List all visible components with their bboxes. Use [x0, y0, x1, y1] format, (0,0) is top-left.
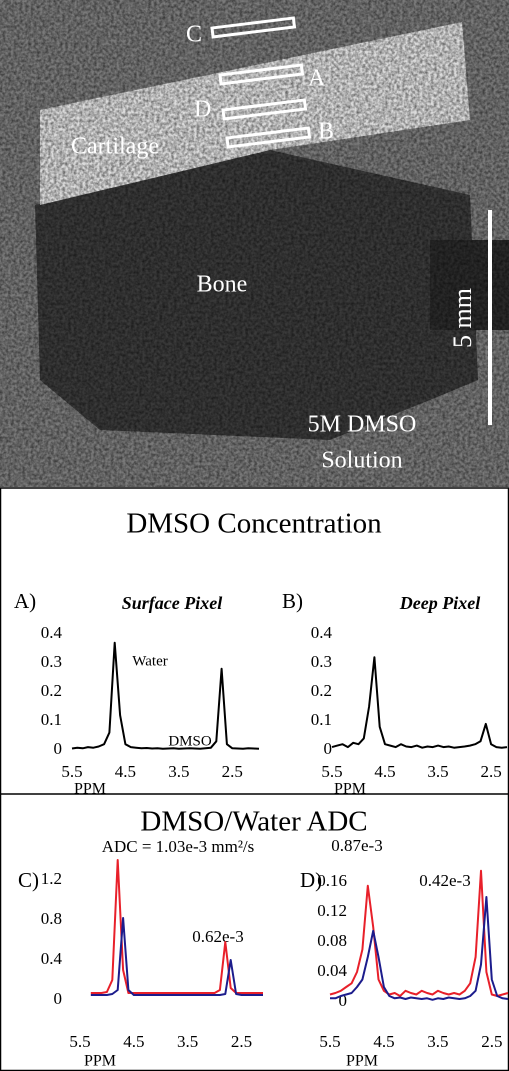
y-tick-label: 0.1: [311, 710, 332, 729]
x-tick-label: 5.5: [69, 1032, 90, 1051]
x-tick-label: 2.5: [222, 762, 243, 781]
y-tick-label: 0.08: [317, 931, 347, 950]
y-tick-label: 0.4: [311, 623, 333, 642]
y-tick-label: 0.12: [317, 901, 347, 920]
y-tick-label: 0.1: [41, 710, 62, 729]
x-tick-label: 4.5: [374, 762, 395, 781]
y-tick-label: 0.4: [41, 623, 63, 642]
x-tick-label: 5.5: [321, 762, 342, 781]
roi-box: [225, 126, 312, 149]
x-axis-label: PPM: [74, 781, 106, 798]
x-tick-label: 5.5: [61, 762, 82, 781]
solution-label: Solution: [321, 448, 402, 474]
x-tick-label: 5.5: [319, 1032, 340, 1051]
y-tick-label: 0: [339, 991, 348, 1010]
chart-label: D): [300, 868, 322, 892]
y-tick-label: 0: [54, 989, 63, 1008]
scale-label: 5 mm: [448, 288, 477, 348]
spectrum-line: [331, 656, 508, 749]
roi-box: [221, 98, 308, 121]
y-tick-label: 0.04: [317, 961, 347, 980]
tissue-label: Cartilage: [71, 134, 159, 160]
roi-box: [218, 63, 305, 86]
chart-label: B): [282, 589, 303, 613]
spectrum-line: [71, 641, 260, 750]
y-tick-label: 0: [324, 739, 333, 758]
roi-label: C: [186, 22, 202, 48]
x-tick-label: 2.5: [231, 1032, 252, 1051]
x-tick-label: 2.5: [480, 762, 501, 781]
panel-title: DMSO/Water ADC: [140, 806, 367, 838]
y-tick-label: 0.2: [311, 681, 332, 700]
roi-label: D: [194, 97, 211, 123]
x-axis-label: PPM: [346, 1053, 378, 1070]
image-texture: [0, 0, 509, 487]
annotation: 0.87e-3: [331, 836, 382, 855]
y-tick-label: 0.16: [317, 871, 347, 890]
x-tick-label: 4.5: [123, 1032, 144, 1051]
x-tick-label: 3.5: [427, 1032, 448, 1051]
y-tick-label: 0.2: [41, 681, 62, 700]
chart-label: C): [18, 868, 39, 892]
spectrum-line: [329, 869, 509, 997]
spectrum-line: [90, 917, 263, 996]
annotation: ADC = 1.03e-3 mm²/s: [102, 837, 255, 856]
mri-image: C A D B Cartilage Bone 5 mm 5M DMSO Solu…: [0, 0, 509, 487]
annotation: 0.42e-3: [419, 871, 470, 890]
x-tick-label: 2.5: [481, 1032, 502, 1051]
annotation: DMSO: [168, 733, 212, 749]
x-tick-label: 4.5: [115, 762, 136, 781]
annotation: Water: [132, 653, 167, 669]
x-tick-label: 3.5: [427, 762, 448, 781]
x-axis-label: PPM: [84, 1053, 116, 1070]
spectrum-line: [90, 859, 263, 994]
y-tick-label: 0.3: [41, 652, 62, 671]
chart-label: A): [14, 589, 36, 613]
x-tick-label: 4.5: [373, 1032, 394, 1051]
y-tick-label: 0: [54, 739, 63, 758]
y-tick-label: 0.4: [41, 949, 63, 968]
spectrum-line: [330, 896, 509, 1001]
x-tick-label: 3.5: [168, 762, 189, 781]
chart-subtitle: Surface Pixel: [122, 593, 223, 613]
tissue-label: Bone: [197, 272, 248, 298]
roi-label: A: [308, 66, 326, 92]
x-axis-label: PPM: [334, 781, 366, 798]
y-tick-label: 0.3: [311, 652, 332, 671]
x-tick-label: 3.5: [177, 1032, 198, 1051]
annotation: 0.62e-3: [192, 927, 243, 946]
roi-boxes: [210, 16, 312, 149]
y-tick-label: 0.8: [41, 909, 62, 928]
roi-label: B: [318, 119, 334, 145]
panel-title: DMSO Concentration: [126, 508, 382, 540]
solution-label: 5M DMSO: [308, 412, 417, 438]
chart-subtitle: Deep Pixel: [399, 593, 480, 613]
y-tick-label: 1.2: [41, 869, 62, 888]
roi-box: [210, 16, 297, 39]
